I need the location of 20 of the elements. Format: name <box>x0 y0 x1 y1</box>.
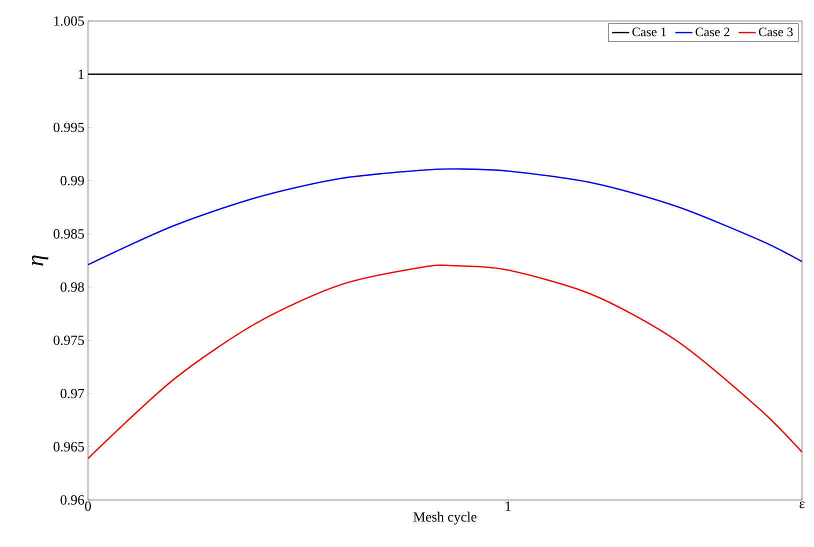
y-tick-label: 0.965 <box>54 442 84 452</box>
y-tick-label: 0.99 <box>60 176 84 186</box>
y-axis-title: η <box>32 256 48 266</box>
y-tick-label: 0.97 <box>60 388 84 398</box>
y-tick-label: 0.985 <box>54 229 84 239</box>
x-tick-label: ε <box>800 502 805 508</box>
x-axis-title: Mesh cycle <box>413 512 476 524</box>
x-tick-label: 0 <box>85 502 91 511</box>
y-tick-label: 1 <box>78 70 84 79</box>
legend-label: Case 1 <box>632 28 666 36</box>
y-tick-label: 0.995 <box>54 122 84 132</box>
y-tick-label: 0.975 <box>54 336 84 346</box>
line-series <box>88 168 802 266</box>
y-tick-label: 1.005 <box>54 16 84 26</box>
legend-label: Case 3 <box>758 28 793 36</box>
x-tick-label: 1 <box>506 502 511 511</box>
line-series <box>88 264 802 460</box>
legend-label: Case 2 <box>696 28 730 36</box>
y-tick-label: 0.96 <box>60 495 84 505</box>
y-tick-label: 0.98 <box>60 282 84 292</box>
